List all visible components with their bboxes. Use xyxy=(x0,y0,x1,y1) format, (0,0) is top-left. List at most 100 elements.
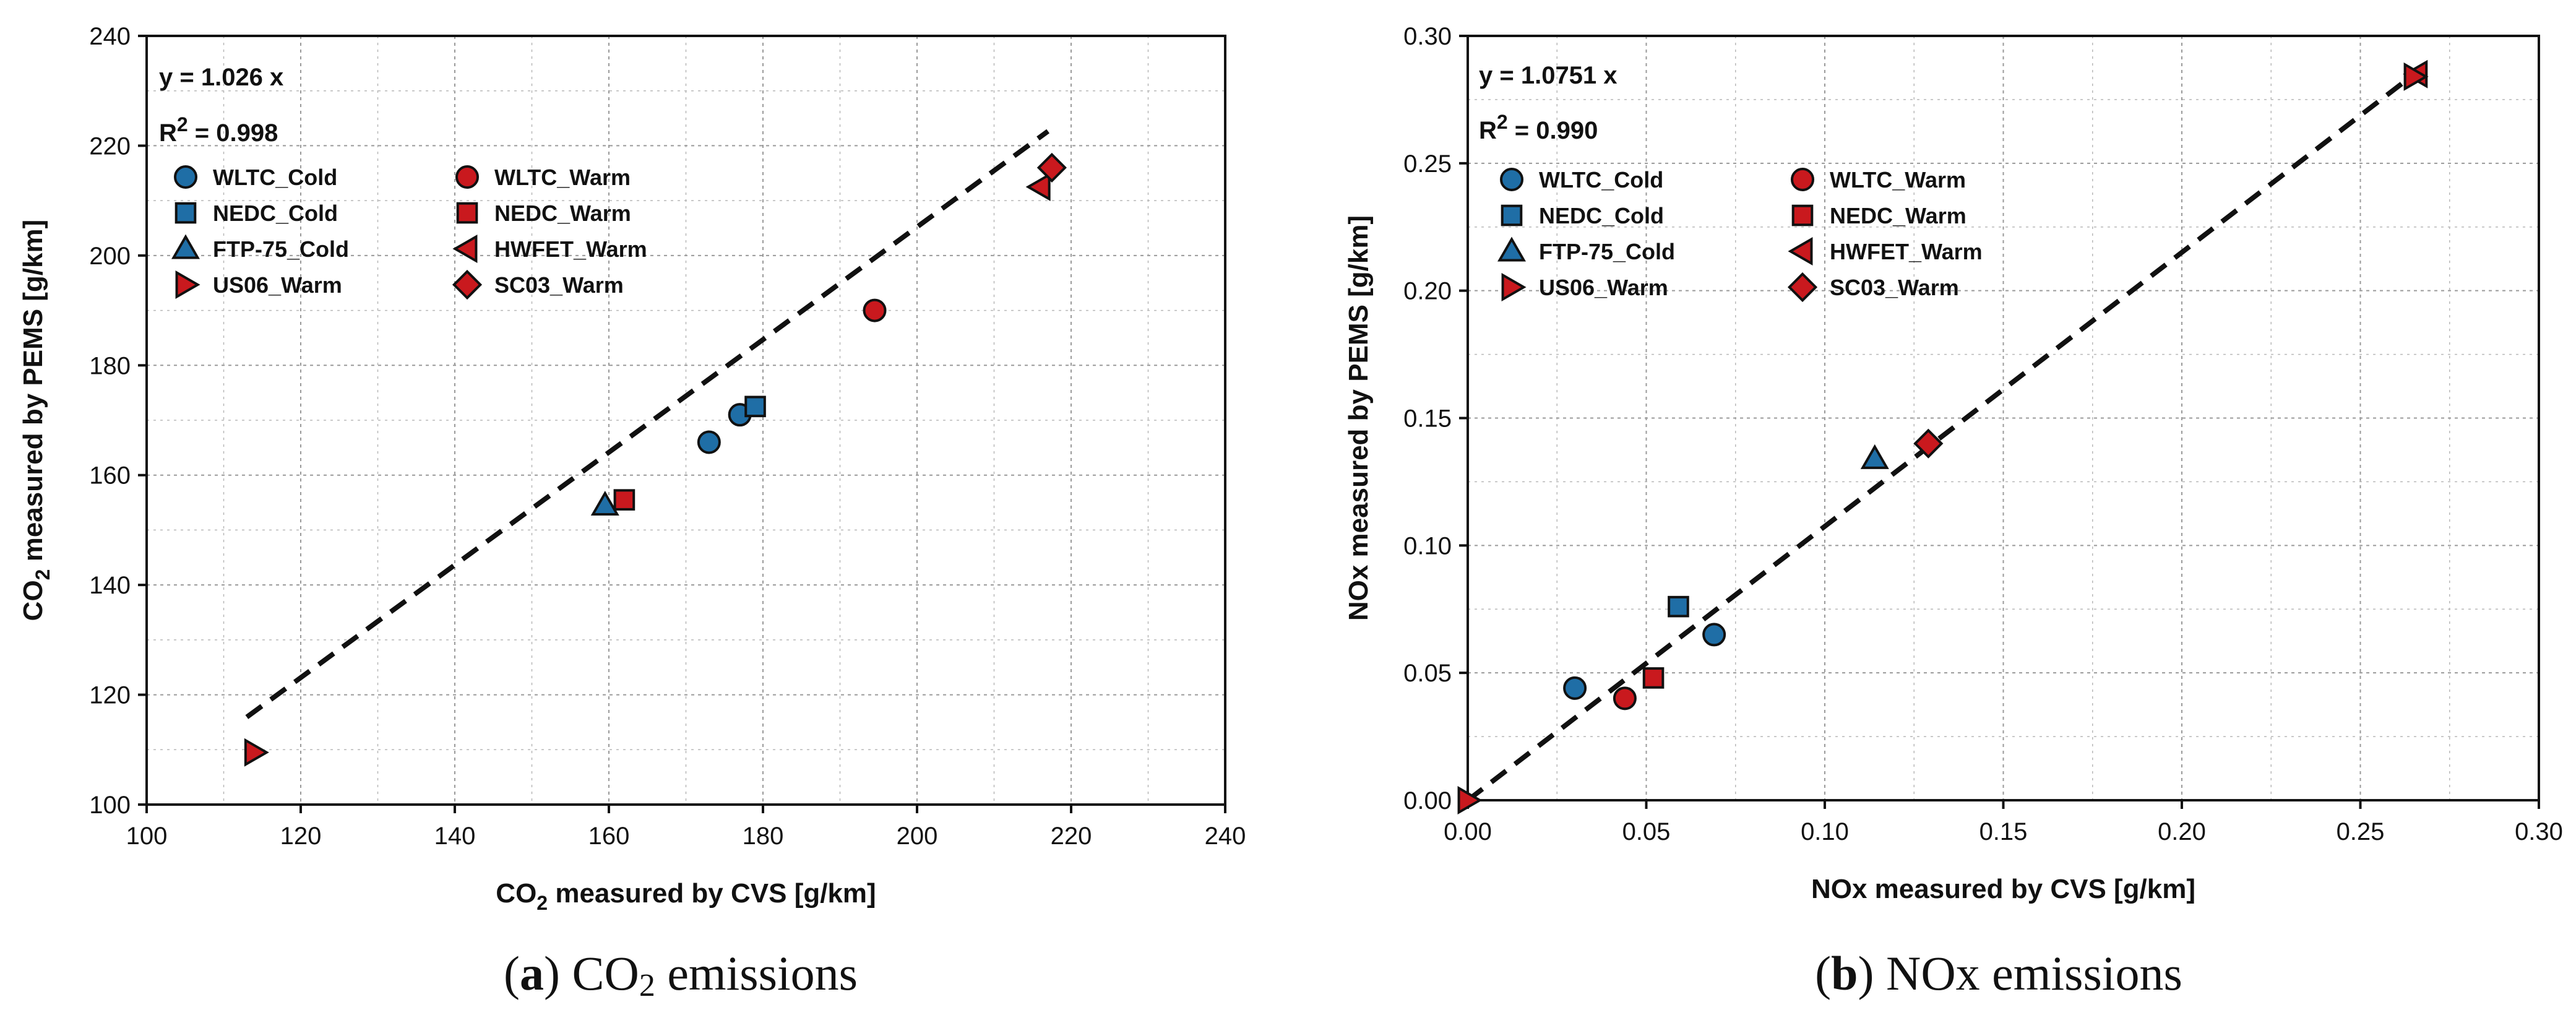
legend-marker-us06_warm xyxy=(175,270,200,300)
legend-marker-hwfet_warm xyxy=(452,234,478,264)
y-axis-label-prefix: NOx measured by PEMS [g/km] xyxy=(1343,215,1374,621)
legend-marker-ftp-75_cold xyxy=(1497,236,1527,262)
caption-a-text-after: emissions xyxy=(655,946,858,1000)
fit-r2-value: = 0.998 xyxy=(188,119,278,147)
y-axis-label-rest: measured by PEMS [g/km] xyxy=(18,220,48,569)
legend-label-us06_warm: US06_Warm xyxy=(1539,275,1668,300)
x-axis-label: CO2 measured by CVS [g/km] xyxy=(496,878,876,914)
data-point-us06_warm xyxy=(244,738,269,767)
fit-r2-value: = 0.990 xyxy=(1508,117,1598,144)
legend-label-wltc_warm: WLTC_Warm xyxy=(494,165,631,190)
x-tick-label: 0.20 xyxy=(2158,818,2206,845)
x-axis-label-prefix: CO xyxy=(496,878,536,909)
data-point-ftp-75_cold xyxy=(1860,444,1889,469)
data-point-ftp-75_cold xyxy=(590,490,619,516)
legend-label-us06_warm: US06_Warm xyxy=(213,272,342,298)
fit-equation: y = 1.0751 x xyxy=(1479,62,1618,89)
fit-r2-sup: 2 xyxy=(1497,111,1508,133)
legend-label-sc03_warm: SC03_Warm xyxy=(1830,275,1959,300)
data-point-wltc_cold xyxy=(697,430,721,454)
y-tick-label: 120 xyxy=(89,682,131,709)
caption-a-letter: a xyxy=(519,946,544,1000)
legend-marker-nedc_cold xyxy=(174,202,197,224)
legend-label-hwfet_warm: HWFET_Warm xyxy=(494,236,647,262)
y-tick-label: 180 xyxy=(89,352,131,379)
y-axis-label-prefix: CO xyxy=(18,580,48,621)
x-tick-label: 120 xyxy=(280,823,322,850)
data-point-nedc_warm xyxy=(1642,667,1665,689)
data-point-wltc_cold xyxy=(1563,676,1587,700)
legend-label-nedc_warm: NEDC_Warm xyxy=(1830,203,1966,228)
x-tick-label: 100 xyxy=(126,823,168,850)
y-tick-label: 0.15 xyxy=(1403,405,1452,433)
x-tick-label: 0.15 xyxy=(1979,818,2028,845)
caption-b: (b) NOx emissions xyxy=(1815,946,2182,1000)
fit-r2-label: R xyxy=(1479,117,1497,144)
y-tick-label: 0.20 xyxy=(1403,278,1452,305)
legend-marker-wltc_cold xyxy=(1500,168,1523,191)
x-tick-label: 0.05 xyxy=(1622,818,1671,845)
fit-equation: y = 1.026 x xyxy=(159,64,283,91)
y-tick-label: 0.30 xyxy=(1403,23,1452,50)
data-point-wltc_cold xyxy=(1702,623,1726,647)
fit-r2: R2 = 0.990 xyxy=(1479,111,1598,144)
data-point-hwfet_warm xyxy=(1025,172,1051,201)
y-tick-label: 0.25 xyxy=(1403,150,1452,178)
data-point-us06_warm xyxy=(1457,785,1483,815)
data-point-sc03_warm xyxy=(1913,428,1944,459)
legend-label-wltc_cold: WLTC_Cold xyxy=(1539,167,1663,192)
y-tick-label: 240 xyxy=(89,23,131,50)
legend-marker-sc03_warm xyxy=(452,269,483,300)
fit-r2-label: R xyxy=(159,119,177,147)
caption-a: (a) CO2 emissions xyxy=(503,946,858,1003)
legend-marker-us06_warm xyxy=(1501,272,1527,302)
legend-label-wltc_warm: WLTC_Warm xyxy=(1830,167,1966,192)
x-tick-label: 0.00 xyxy=(1444,818,1492,845)
x-tick-label: 180 xyxy=(743,823,784,850)
data-point-wltc_warm xyxy=(1613,686,1637,710)
y-tick-label: 160 xyxy=(89,462,131,490)
y-axis-label: NOx measured by PEMS [g/km] xyxy=(1343,215,1374,621)
y-axis-label: CO2 measured by PEMS [g/km] xyxy=(18,220,54,621)
plot-frame xyxy=(145,35,1226,806)
x-axis-label: NOx measured by CVS [g/km] xyxy=(1811,874,2195,904)
legend-label-ftp-75_cold: FTP-75_Cold xyxy=(1539,239,1675,264)
chart-panel-b: 0.00 0.05 0.10 0.15 0.20 0.25 0.30 0.00 0.05 0.10… xyxy=(1343,23,2563,904)
legend-label-ftp-75_cold: FTP-75_Cold xyxy=(213,236,349,262)
legend-label-nedc_cold: NEDC_Cold xyxy=(213,201,338,226)
x-axis-label-rest: measured by CVS [g/km] xyxy=(548,878,876,909)
legend-marker-nedc_warm xyxy=(1791,204,1814,227)
legend-marker-nedc_warm xyxy=(456,202,478,224)
x-axis-label-prefix: NOx measured by CVS [g/km] xyxy=(1811,874,2195,904)
y-tick-label: 0.10 xyxy=(1403,532,1452,559)
legend-marker-wltc_warm xyxy=(455,165,479,189)
chart-panel-a: 100 120 140 160 180 200 220 240 100 120 140 160 180 2… xyxy=(18,23,1246,914)
data-point-wltc_warm xyxy=(863,298,887,322)
y-tick-label: 0.05 xyxy=(1403,660,1452,687)
y-tick-label: 200 xyxy=(89,243,131,270)
caption-b-letter: b xyxy=(1831,946,1858,1000)
data-point-nedc_cold xyxy=(1668,595,1689,618)
x-tick-label: 200 xyxy=(897,823,938,850)
legend-marker-hwfet_warm xyxy=(1788,236,1813,266)
caption-a-text: CO xyxy=(559,946,639,1000)
data-point-us06_warm xyxy=(2403,62,2429,91)
legend-marker-ftp-75_cold xyxy=(171,234,200,259)
fit-r2: R2 = 0.998 xyxy=(159,113,278,147)
legend-marker-wltc_cold xyxy=(174,165,197,189)
x-tick-label: 240 xyxy=(1205,823,1246,850)
x-tick-label: 160 xyxy=(588,823,630,850)
caption-a-sub: 2 xyxy=(639,968,655,1003)
legend-label-wltc_cold: WLTC_Cold xyxy=(213,165,337,190)
data-point-sc03_warm xyxy=(1036,152,1067,183)
x-tick-label: 0.30 xyxy=(2515,818,2563,845)
data-point-nedc_cold xyxy=(744,395,766,418)
x-axis-label-sub: 2 xyxy=(536,892,548,914)
fit-r2-sup: 2 xyxy=(177,113,188,136)
fit-line xyxy=(245,129,1050,719)
legend-marker-wltc_warm xyxy=(1791,168,1814,191)
y-tick-label: 220 xyxy=(89,132,131,160)
caption-b-text: NOx emissions xyxy=(1874,946,2182,1000)
x-tick-label: 0.10 xyxy=(1801,818,1849,845)
